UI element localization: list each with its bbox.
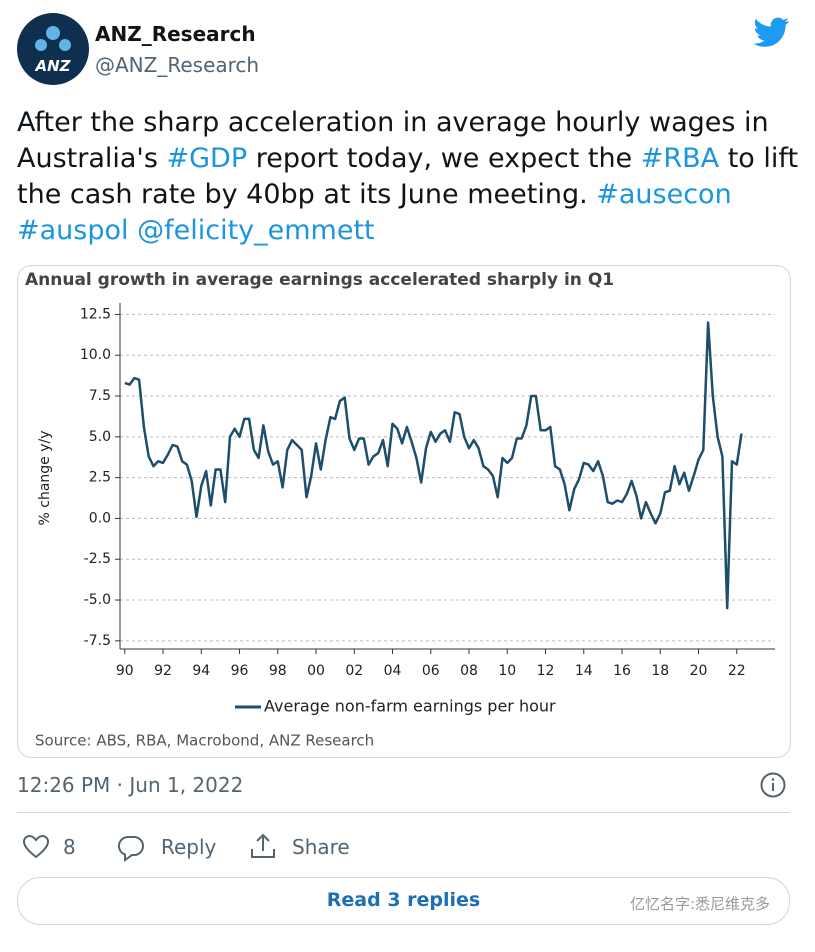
- y-tick-label: -7.5: [84, 633, 111, 649]
- tweet-text-segment: report today, we expect the: [247, 143, 641, 174]
- x-tick-label: 92: [154, 663, 172, 679]
- data-line: [124, 321, 743, 610]
- share-button[interactable]: Share: [292, 835, 350, 859]
- watermark: 亿忆名字:悉尼维克多: [630, 895, 771, 913]
- x-tick-label: 02: [345, 663, 363, 679]
- x-tick-label: 00: [307, 663, 325, 679]
- y-tick-label: 10.0: [80, 347, 111, 363]
- tweet-link[interactable]: @felicity_emmett: [137, 215, 375, 246]
- x-tick-label: 12: [537, 663, 555, 679]
- y-tick-label: -5.0: [84, 592, 111, 608]
- chart-source: Source: ABS, RBA, Macrobond, ANZ Researc…: [35, 732, 374, 750]
- y-tick-label: 12.5: [80, 306, 111, 322]
- tweet-text-segment: After the sharp acceleration in average …: [17, 107, 769, 174]
- read-replies-label[interactable]: Read 3 replies: [326, 889, 481, 911]
- x-tick-label: 90: [116, 663, 134, 679]
- twitter-logo: [754, 17, 790, 47]
- user-handle[interactable]: @ANZ_Research: [95, 53, 260, 77]
- y-tick-label: 0.0: [89, 510, 111, 526]
- x-tick-label: 06: [422, 663, 440, 679]
- chart-card: Annual growth in average earnings accele…: [17, 265, 791, 758]
- y-tick-label: 7.5: [89, 388, 111, 404]
- tweet-link[interactable]: #GDP: [166, 143, 248, 174]
- user-name[interactable]: ANZ_Research: [95, 22, 256, 46]
- tweet-text-segment: to lift the cash rate by 40bp at its Jun…: [17, 143, 799, 210]
- x-tick-label: 14: [575, 663, 593, 679]
- x-tick-label: 10: [498, 663, 516, 679]
- divider: [17, 812, 790, 813]
- like-icon[interactable]: [22, 834, 50, 860]
- reply-icon[interactable]: [117, 834, 145, 862]
- x-tick-label: 08: [460, 663, 478, 679]
- x-tick-label: 20: [690, 663, 708, 679]
- x-tick-label: 94: [192, 663, 210, 679]
- y-axis-label: % change y/y: [37, 430, 53, 525]
- read-replies-button[interactable]: [17, 877, 790, 925]
- card-border: [17, 265, 791, 758]
- tweet-link[interactable]: #ausecon: [596, 179, 732, 210]
- tweet-link[interactable]: #auspol: [17, 215, 129, 246]
- y-tick-label: 2.5: [89, 470, 111, 486]
- y-tick-label: 5.0: [89, 429, 111, 445]
- x-tick-label: 18: [651, 663, 669, 679]
- chart-title: Annual growth in average earnings accele…: [25, 270, 614, 290]
- avatar-label: ANZ: [34, 57, 71, 75]
- y-tick-label: -2.5: [84, 551, 111, 567]
- tweet-link[interactable]: #RBA: [640, 143, 720, 174]
- x-tick-label: 96: [231, 663, 249, 679]
- x-tick-label: 16: [613, 663, 631, 679]
- timestamp[interactable]: 12:26 PM · Jun 1, 2022: [17, 773, 244, 797]
- reply-button[interactable]: Reply: [161, 835, 217, 859]
- legend-label: Average non-farm earnings per hour: [264, 697, 556, 716]
- x-tick-label: 22: [728, 663, 746, 679]
- info-icon[interactable]: [760, 772, 786, 798]
- x-tick-label: 98: [269, 663, 287, 679]
- x-tick-label: 04: [384, 663, 402, 679]
- share-icon[interactable]: [249, 832, 277, 860]
- avatar[interactable]: ANZ: [17, 13, 89, 85]
- like-count: 8: [63, 835, 76, 859]
- tweet-text: After the sharp acceleration in average …: [17, 105, 807, 249]
